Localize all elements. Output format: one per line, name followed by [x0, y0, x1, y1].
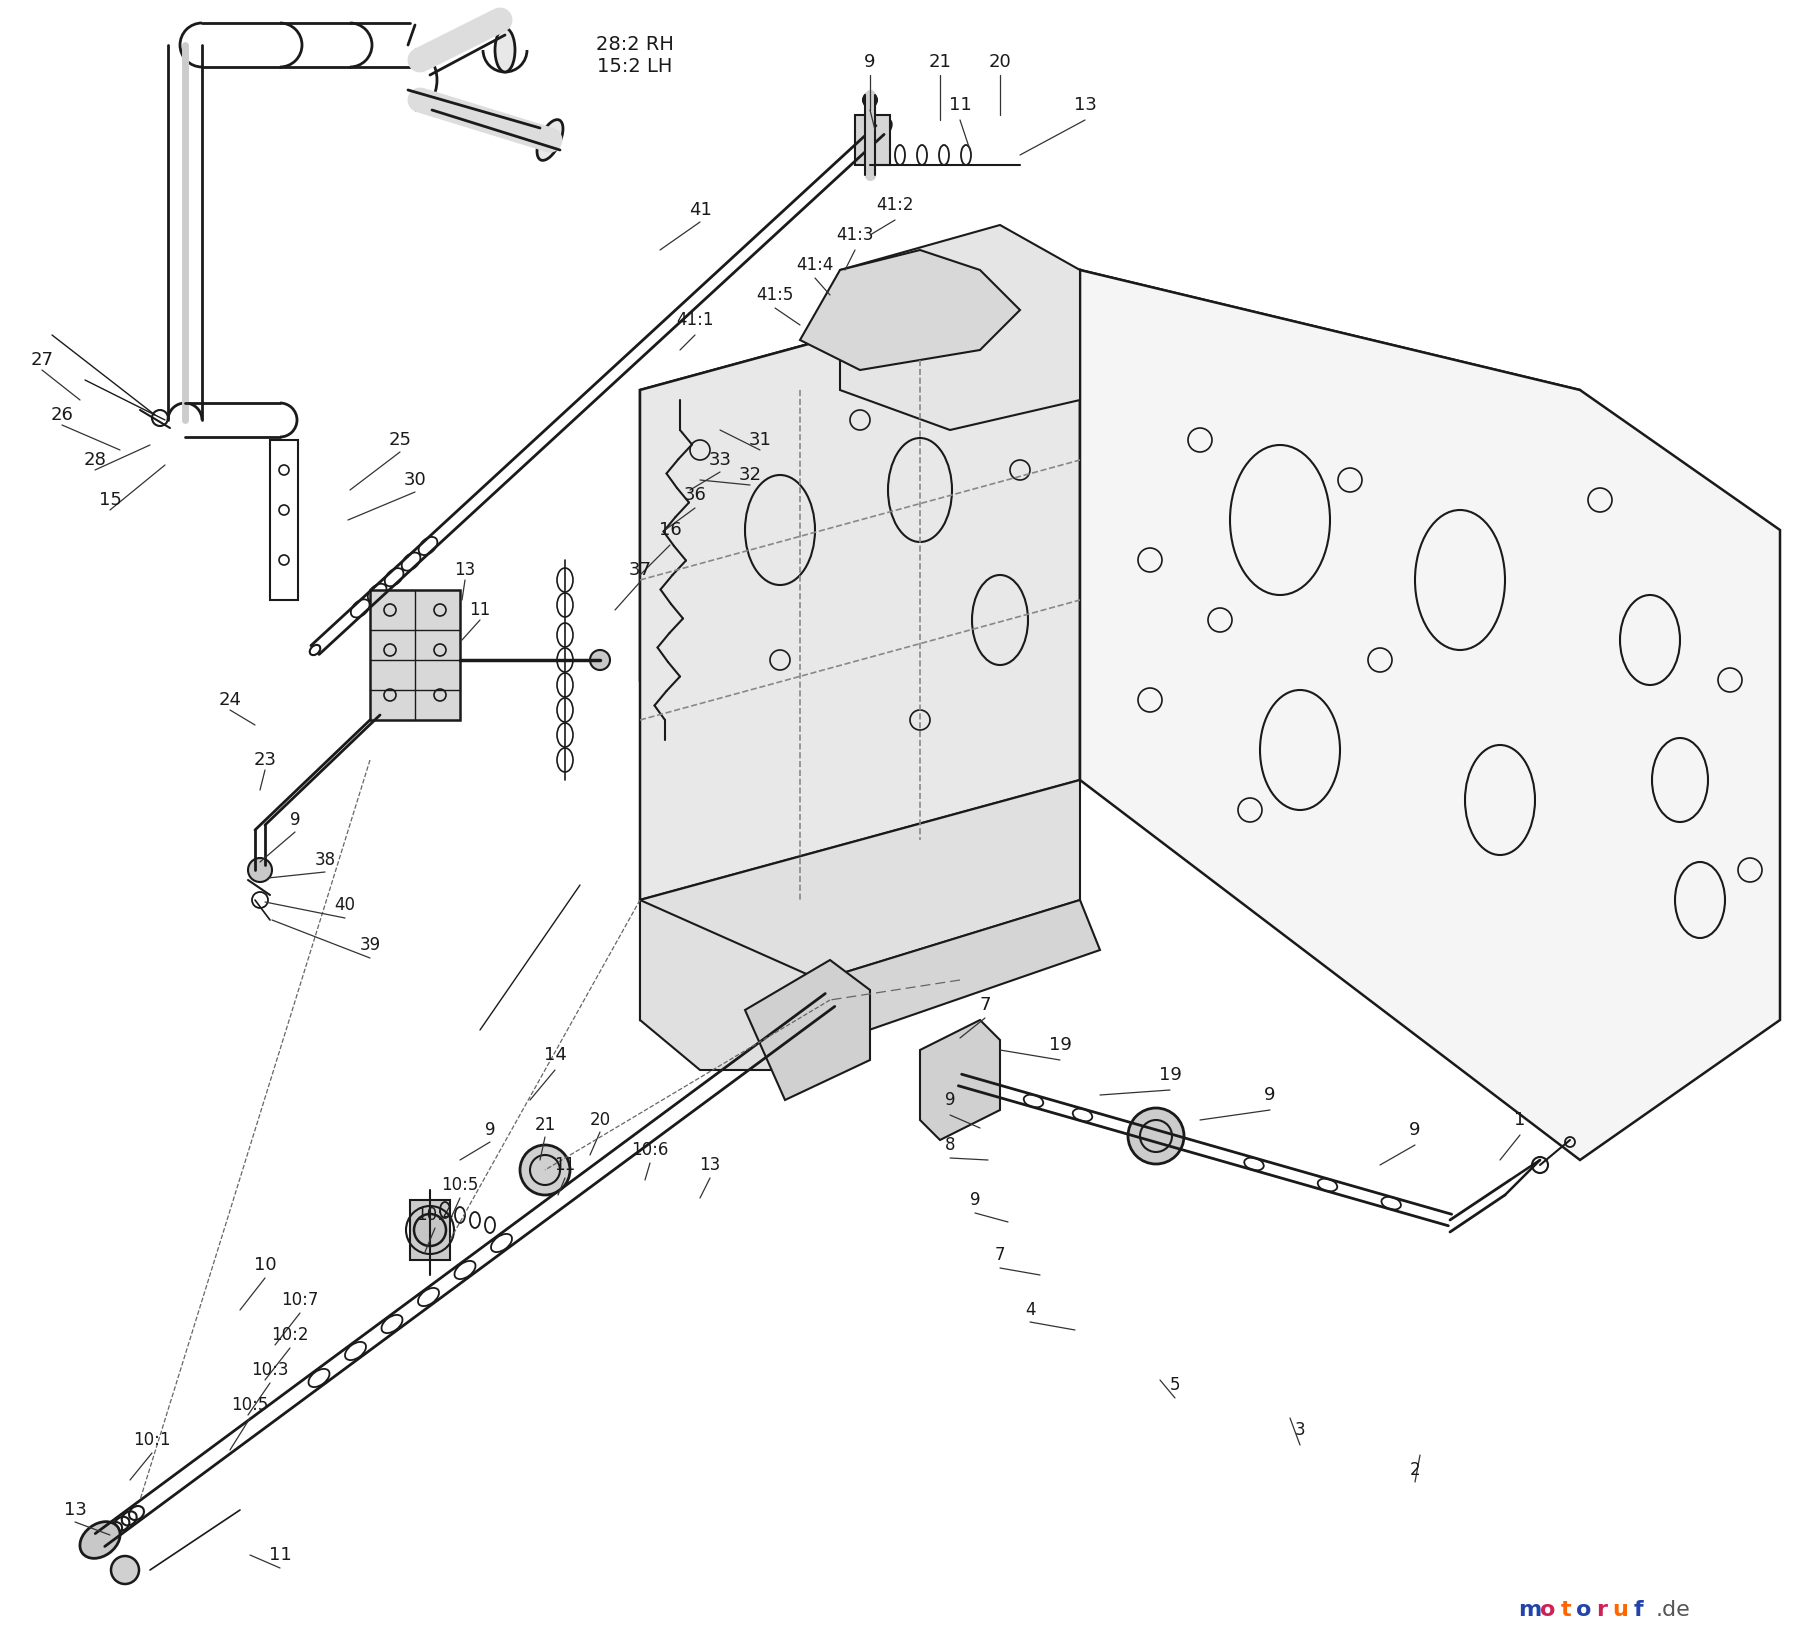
Text: 21: 21: [929, 52, 952, 70]
Text: 21: 21: [535, 1116, 556, 1134]
Text: 41:5: 41:5: [756, 285, 794, 303]
Text: 7: 7: [979, 997, 990, 1015]
Text: 20: 20: [988, 52, 1012, 70]
Text: 20: 20: [589, 1111, 610, 1129]
Bar: [410, 1200, 450, 1260]
Text: m: m: [1519, 1600, 1541, 1619]
Bar: [270, 439, 299, 600]
Circle shape: [862, 93, 877, 107]
Text: t: t: [1561, 1600, 1571, 1619]
Text: 8: 8: [945, 1136, 956, 1154]
Text: 5: 5: [1170, 1377, 1181, 1395]
Text: 1: 1: [1514, 1111, 1526, 1129]
Text: 31: 31: [749, 431, 772, 449]
Text: 41:1: 41:1: [677, 311, 715, 329]
Text: 13: 13: [1073, 97, 1096, 115]
Text: f: f: [1633, 1600, 1643, 1619]
Circle shape: [1129, 1108, 1184, 1164]
Text: 41: 41: [689, 202, 711, 220]
Circle shape: [248, 857, 272, 882]
Text: 30: 30: [403, 470, 427, 488]
Text: 23: 23: [254, 751, 277, 769]
Polygon shape: [745, 960, 869, 1100]
Text: 26: 26: [50, 406, 74, 425]
Text: r: r: [1597, 1600, 1607, 1619]
Polygon shape: [641, 270, 1580, 680]
Text: 11: 11: [554, 1155, 576, 1174]
Text: 33: 33: [709, 451, 731, 469]
Text: 10:6: 10:6: [632, 1141, 668, 1159]
Circle shape: [112, 1555, 139, 1583]
Polygon shape: [920, 1019, 1001, 1141]
Text: 9: 9: [945, 1092, 956, 1110]
Text: 10: 10: [254, 1255, 277, 1274]
Text: 10:2: 10:2: [272, 1326, 310, 1344]
Polygon shape: [641, 270, 1080, 900]
Ellipse shape: [79, 1521, 121, 1559]
Text: 37: 37: [628, 561, 652, 579]
Text: .de: .de: [1656, 1600, 1690, 1619]
Text: 10:5: 10:5: [232, 1396, 268, 1414]
Text: 3: 3: [1294, 1421, 1305, 1439]
Text: 10:1: 10:1: [133, 1431, 171, 1449]
Text: 39: 39: [360, 936, 380, 954]
Text: 41:2: 41:2: [877, 197, 914, 215]
Text: 14: 14: [544, 1046, 567, 1064]
Text: 28: 28: [83, 451, 106, 469]
Text: 2: 2: [1409, 1460, 1420, 1478]
Ellipse shape: [495, 28, 515, 72]
Text: 13: 13: [454, 561, 475, 579]
Text: 19: 19: [1159, 1065, 1181, 1083]
Text: 19: 19: [1049, 1036, 1071, 1054]
Circle shape: [414, 1214, 446, 1246]
Text: 41:4: 41:4: [796, 256, 833, 274]
Text: 10:5: 10:5: [441, 1177, 479, 1193]
Text: o: o: [1577, 1600, 1591, 1619]
Circle shape: [520, 1146, 571, 1195]
Polygon shape: [799, 251, 1021, 370]
Text: 27: 27: [31, 351, 54, 369]
Text: 10:4: 10:4: [416, 1206, 454, 1224]
Text: 13: 13: [63, 1501, 86, 1519]
Text: 7: 7: [995, 1246, 1004, 1264]
Text: 25: 25: [389, 431, 412, 449]
Text: 9: 9: [970, 1192, 981, 1210]
Bar: [855, 115, 889, 166]
Text: 24: 24: [218, 692, 241, 710]
Text: 10:3: 10:3: [252, 1360, 288, 1378]
Text: 11: 11: [268, 1546, 292, 1564]
Polygon shape: [841, 225, 1080, 429]
Text: 9: 9: [1409, 1121, 1420, 1139]
Text: 9: 9: [1264, 1087, 1276, 1105]
Text: o: o: [1541, 1600, 1555, 1619]
Text: 32: 32: [738, 465, 761, 484]
Polygon shape: [1080, 270, 1780, 1160]
Text: 11: 11: [949, 97, 972, 115]
Ellipse shape: [868, 120, 891, 141]
Text: 10:7: 10:7: [281, 1292, 319, 1310]
Polygon shape: [821, 900, 1100, 1041]
Polygon shape: [371, 590, 461, 720]
Text: 15: 15: [99, 492, 121, 510]
Polygon shape: [641, 900, 821, 1070]
Circle shape: [590, 651, 610, 670]
Text: u: u: [1613, 1600, 1627, 1619]
Text: 16: 16: [659, 521, 682, 539]
Text: 41:3: 41:3: [837, 226, 873, 244]
Text: 13: 13: [700, 1155, 720, 1174]
Text: 28:2 RH
15:2 LH: 28:2 RH 15:2 LH: [596, 34, 673, 75]
Text: 9: 9: [290, 811, 301, 829]
Text: 11: 11: [470, 602, 491, 620]
Text: 36: 36: [684, 487, 706, 505]
Polygon shape: [641, 780, 1080, 1019]
Text: 9: 9: [484, 1121, 495, 1139]
Text: 9: 9: [864, 52, 877, 70]
Text: 4: 4: [1024, 1301, 1035, 1319]
Ellipse shape: [536, 120, 563, 161]
Text: 38: 38: [315, 851, 335, 869]
Text: 40: 40: [335, 897, 356, 915]
